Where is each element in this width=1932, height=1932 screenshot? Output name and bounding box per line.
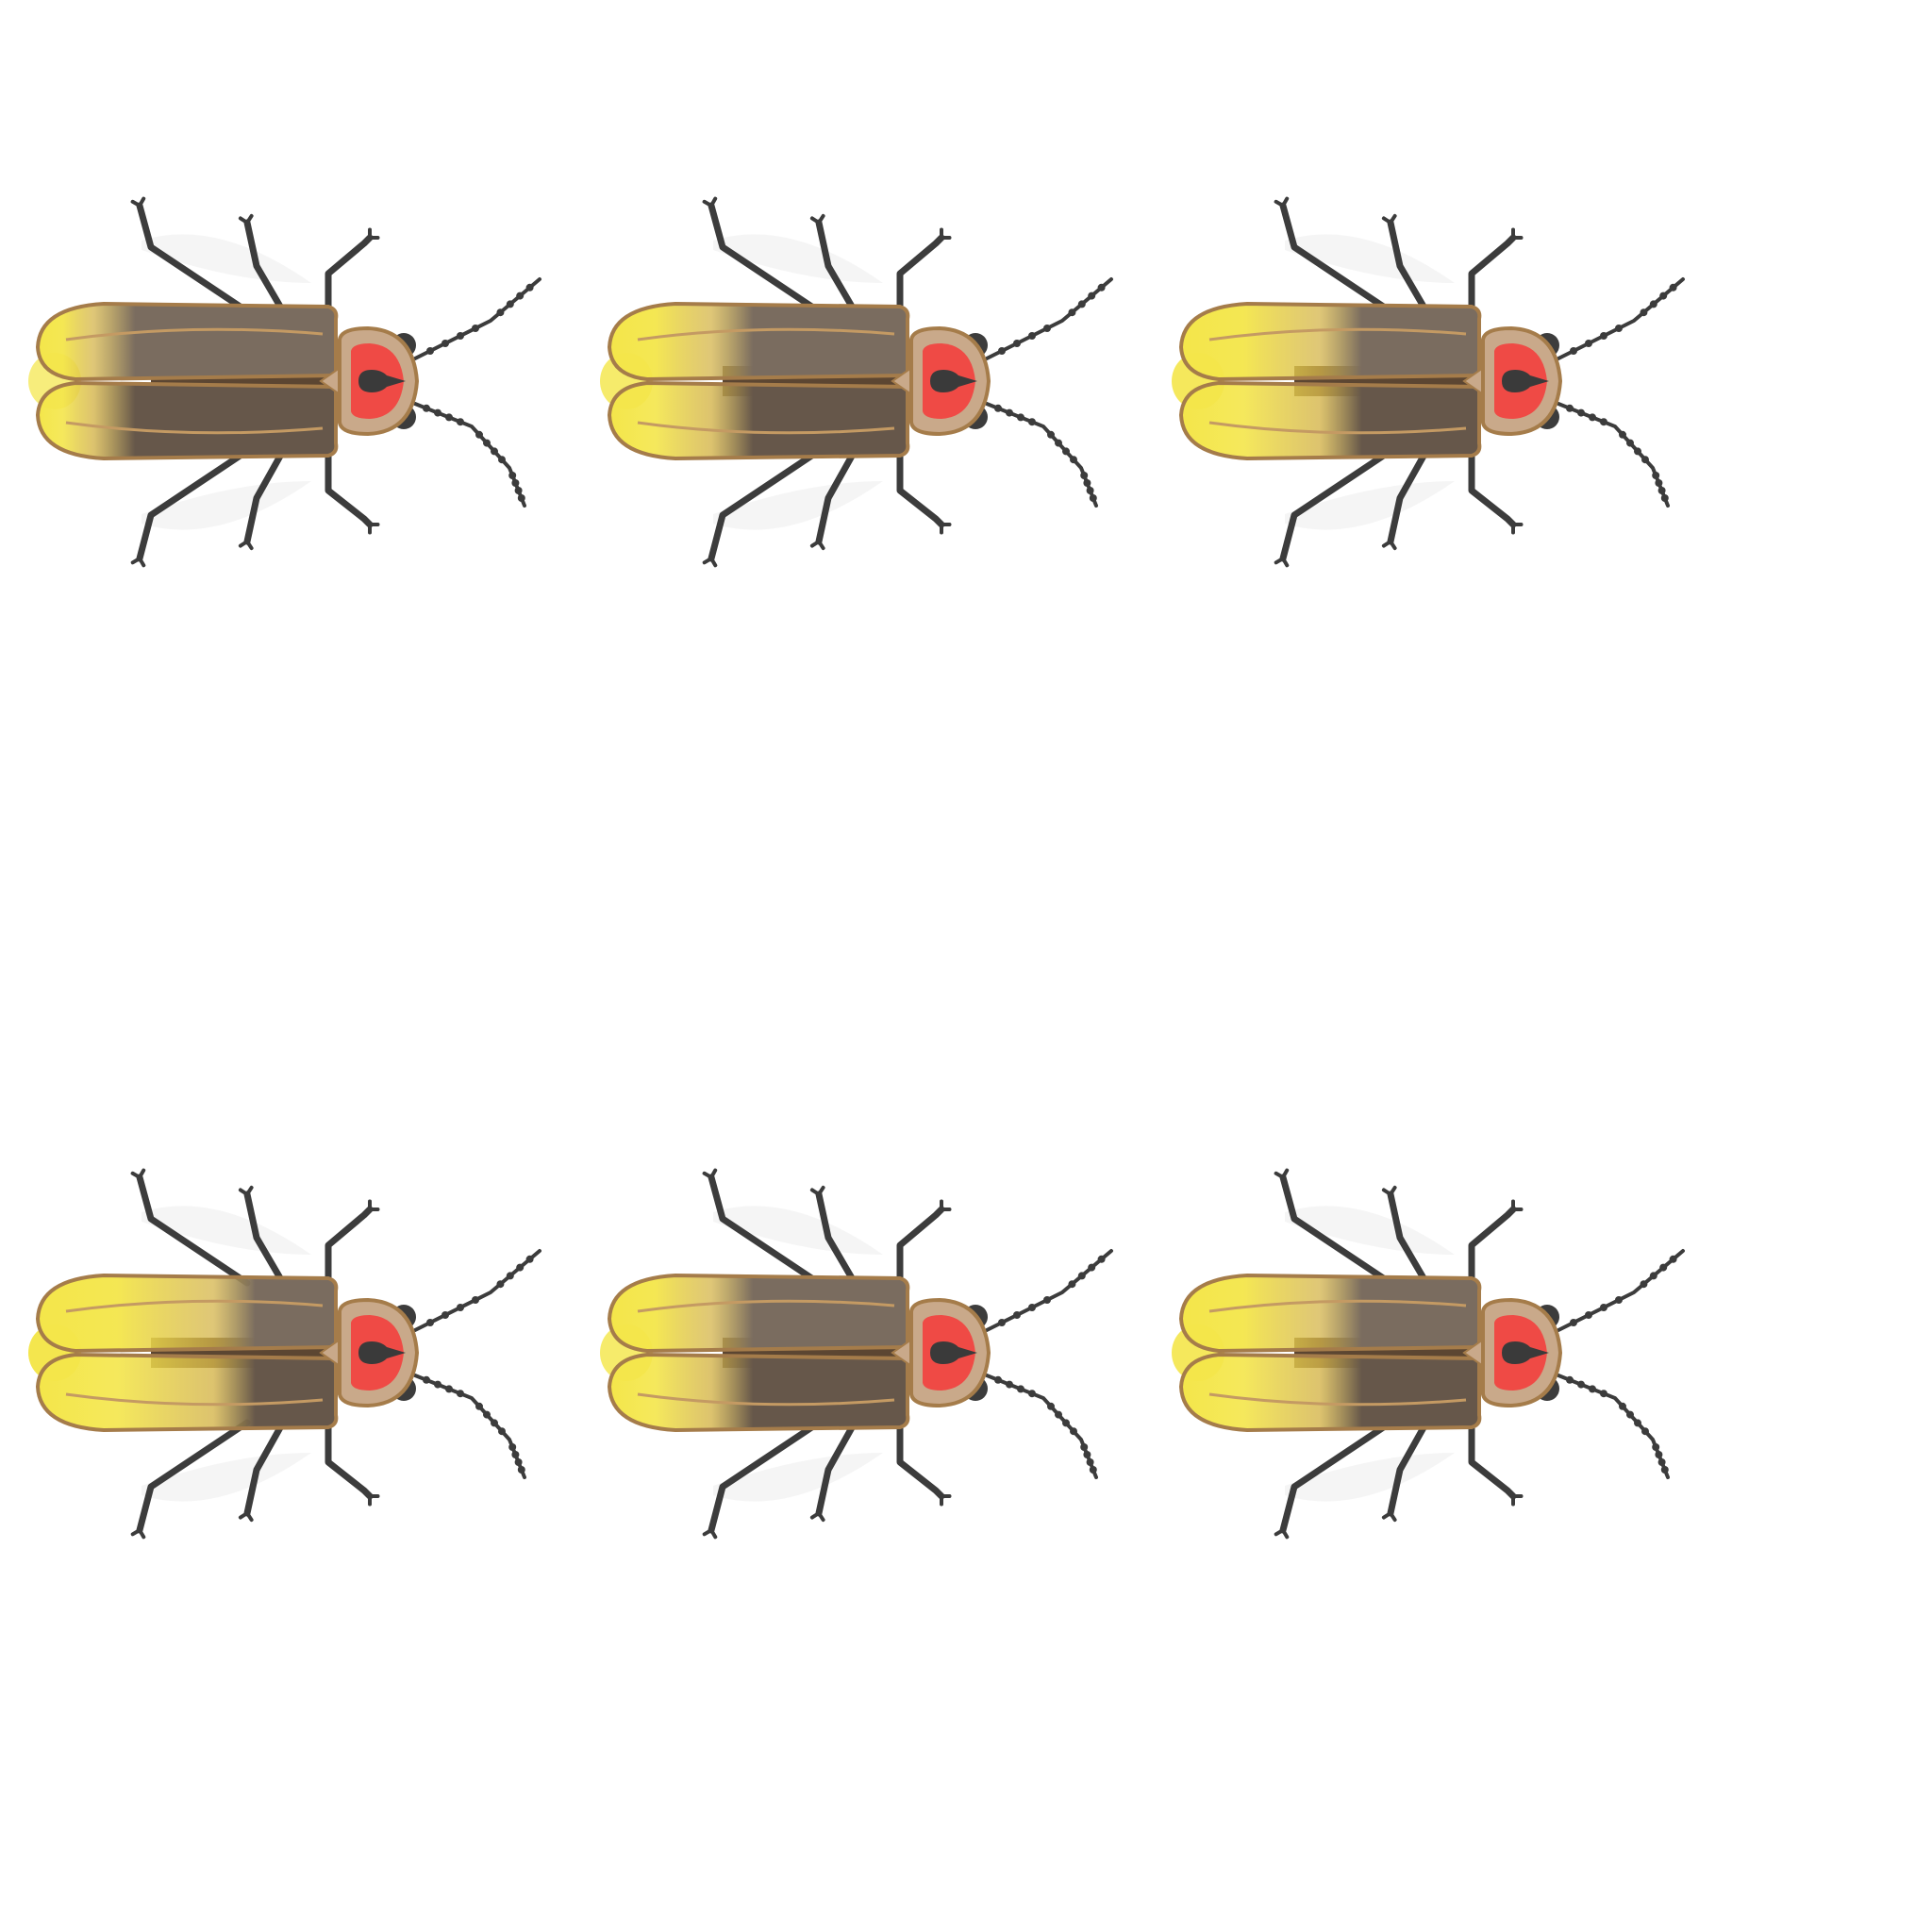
hind-wings	[713, 1206, 883, 1502]
hind-wings	[142, 234, 311, 530]
hind-wings	[1285, 1206, 1455, 1502]
leg-rear-top	[1468, 234, 1517, 315]
hind-wings	[713, 234, 883, 530]
legs	[130, 196, 380, 568]
elytron-bottom-seam	[65, 421, 324, 435]
antenna-top	[413, 277, 541, 360]
legs	[1274, 196, 1524, 568]
leg-mid-bottom	[1387, 447, 1430, 545]
leg-mid-top	[815, 219, 858, 315]
leg-front-bottom	[708, 1419, 823, 1534]
leg-front-top	[708, 1174, 823, 1287]
leg-mid-bottom	[815, 1419, 858, 1517]
antenna-bottom	[985, 1374, 1098, 1479]
hind-wings	[142, 1206, 311, 1502]
elytron-bottom	[607, 1352, 910, 1433]
leg-mid-bottom	[815, 447, 858, 545]
elytron-top-seam	[65, 327, 324, 341]
elytron-top	[1178, 301, 1482, 382]
legs	[702, 196, 952, 568]
antenna-bottom	[413, 1374, 526, 1479]
antenna-bottom	[1557, 1374, 1670, 1479]
legs	[702, 1168, 952, 1540]
elytron-top	[1178, 1273, 1482, 1354]
pronotum-spot	[930, 370, 977, 392]
leg-rear-bottom	[325, 447, 374, 528]
leg-front-top	[1279, 1174, 1394, 1287]
antenna-top	[1557, 277, 1685, 360]
leg-rear-top	[1468, 1206, 1517, 1287]
elytron-top-seam	[637, 1299, 895, 1313]
leg-front-bottom	[1279, 447, 1394, 562]
antenna-bottom	[985, 402, 1098, 508]
legs	[1274, 1168, 1524, 1540]
leg-mid-bottom	[1387, 1419, 1430, 1517]
elytron-bottom	[607, 380, 910, 461]
fireflies-layer	[28, 196, 1685, 1540]
hind-wings	[1285, 234, 1455, 530]
firefly-5	[600, 1168, 1113, 1540]
legs	[130, 1168, 380, 1540]
firefly-3	[1172, 196, 1685, 568]
antenna-top	[413, 1249, 541, 1332]
firefly-2	[600, 196, 1113, 568]
elytron-top	[607, 301, 910, 382]
elytron-bottom-seam	[637, 1392, 895, 1407]
leg-rear-bottom	[896, 447, 945, 528]
leg-front-top	[1279, 202, 1394, 315]
leg-mid-top	[1387, 1191, 1430, 1287]
leg-front-bottom	[136, 1419, 251, 1534]
elytron-top	[35, 1273, 339, 1354]
antenna-bottom	[413, 402, 526, 508]
elytron-bottom-seam	[65, 1392, 324, 1407]
elytron-bottom	[1178, 1352, 1482, 1433]
leg-rear-bottom	[1468, 1419, 1517, 1500]
elytron-bottom-seam	[1208, 421, 1467, 435]
leg-front-bottom	[708, 447, 823, 562]
leg-front-top	[136, 1174, 251, 1287]
leg-mid-top	[243, 1191, 287, 1287]
elytron-bottom	[35, 1352, 339, 1433]
leg-rear-top	[325, 1206, 374, 1287]
leg-front-bottom	[136, 447, 251, 562]
leg-mid-top	[815, 1191, 858, 1287]
leg-mid-bottom	[243, 447, 287, 545]
elytron-top	[35, 301, 339, 382]
leg-rear-top	[896, 234, 945, 315]
leg-mid-top	[243, 219, 287, 315]
pronotum-spot	[358, 1341, 406, 1364]
leg-rear-bottom	[896, 1419, 945, 1500]
firefly-6	[1172, 1168, 1685, 1540]
antenna-top	[985, 277, 1113, 360]
leg-front-top	[136, 202, 251, 315]
antenna-top	[985, 1249, 1113, 1332]
leg-rear-top	[325, 234, 374, 315]
pronotum-spot	[1502, 1341, 1549, 1364]
firefly-4	[28, 1168, 541, 1540]
elytron-top-seam	[637, 327, 895, 341]
leg-front-bottom	[1279, 1419, 1394, 1534]
leg-rear-top	[896, 1206, 945, 1287]
elytron-top	[607, 1273, 910, 1354]
pronotum-spot	[930, 1341, 977, 1364]
elytron-top-seam	[1208, 1299, 1467, 1313]
firefly-1	[28, 196, 541, 568]
elytron-top-seam	[65, 1299, 324, 1313]
elytron-bottom	[35, 380, 339, 461]
antenna-bottom	[1557, 402, 1670, 508]
leg-rear-bottom	[1468, 447, 1517, 528]
antenna-top	[1557, 1249, 1685, 1332]
pronotum-spot	[1502, 370, 1549, 392]
leg-mid-top	[1387, 219, 1430, 315]
leg-rear-bottom	[325, 1419, 374, 1500]
elytron-bottom-seam	[637, 421, 895, 435]
pronotum-spot	[358, 370, 406, 392]
elytron-bottom-seam	[1208, 1392, 1467, 1407]
leg-front-top	[708, 202, 823, 315]
leg-mid-bottom	[243, 1419, 287, 1517]
elytron-top-seam	[1208, 327, 1467, 341]
elytron-bottom	[1178, 380, 1482, 461]
